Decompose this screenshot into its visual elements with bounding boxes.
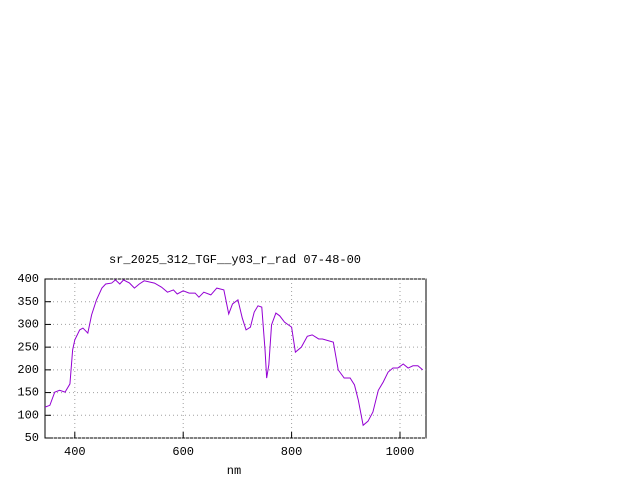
x-tick-label: 1000 — [386, 445, 415, 459]
plot-frame — [44, 278, 427, 439]
x-tick-label: 600 — [172, 445, 194, 459]
x-axis-label: nm — [227, 464, 241, 478]
y-tick-label: 300 — [17, 318, 39, 332]
data-line — [44, 279, 424, 427]
y-tick-label: 200 — [17, 363, 39, 377]
y-tick-label: 150 — [17, 386, 39, 400]
x-tick-label: 800 — [281, 445, 303, 459]
y-tick-label: 350 — [17, 295, 39, 309]
chart-title: sr_2025_312_TGF__y03_r_rad 07-48-00 — [109, 253, 361, 267]
y-tick-label: 400 — [17, 272, 39, 286]
y-tick-label: 50 — [25, 431, 39, 445]
y-tick-label: 100 — [17, 408, 39, 422]
y-tick-label: 250 — [17, 340, 39, 354]
x-tick-label: 400 — [64, 445, 86, 459]
